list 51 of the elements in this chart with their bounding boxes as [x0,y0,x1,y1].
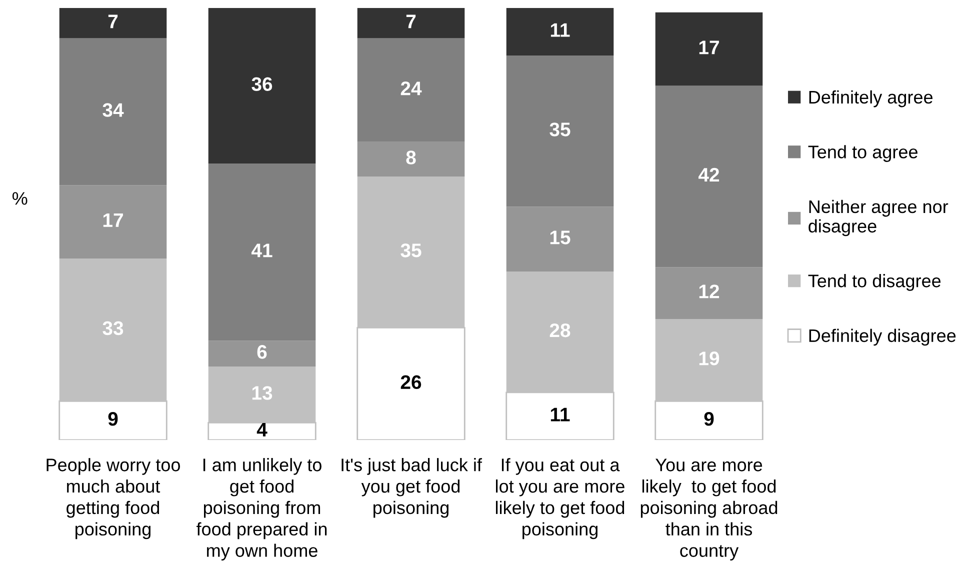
bar [208,340,316,367]
bar [506,8,614,56]
y-axis-title: % [12,192,28,205]
bar [357,38,465,142]
bar [655,86,763,268]
data-label: 42 [698,168,720,182]
x-tick-label: I am unlikely to get food poisoning from food prepared in my own home [196,458,327,561]
data-label: 17 [699,40,719,54]
bar [506,56,614,207]
data-label: 35 [400,244,422,258]
x-tick-label: It's just bad luck if you get food poisoning [342,458,482,518]
data-label: 36 [252,77,272,92]
data-label: 35 [550,122,570,136]
legend-label: Definitely disagree [809,328,956,346]
data-label: 9 [704,412,714,426]
data-label: 8 [406,150,416,164]
bar [59,8,167,38]
data-label: 9 [108,412,118,426]
data-label: 34 [102,103,124,117]
data-label: 7 [406,14,416,28]
x-tick-label: People worry too much about getting food poisoning [46,458,180,540]
bar [506,206,614,272]
data-label: 6 [257,345,267,359]
data-label: 19 [699,352,720,366]
bar [655,12,763,86]
legend-label: Neither agree nor disagree [808,200,948,236]
data-label: 11 [550,408,570,422]
data-label: 24 [400,82,422,96]
legend-label: Tend to disagree [808,274,941,291]
x-tick-label: You are more likely to get food poisoning abroad than in this country [640,458,778,561]
data-label: 26 [400,375,422,390]
bar [208,8,316,164]
bar [655,267,763,320]
bar [59,38,167,186]
bar [59,185,167,259]
data-label: 41 [251,244,272,258]
legend-label: Tend to agree [808,145,918,162]
data-label: 4 [256,423,268,436]
data-label: 33 [102,321,124,336]
data-label: 13 [252,386,272,400]
bar [357,142,465,176]
data-label: 15 [550,230,570,244]
data-label: 11 [550,23,570,37]
bar [208,164,316,341]
data-label: 7 [108,14,118,28]
data-label: 28 [550,323,570,338]
data-label: 12 [699,284,720,298]
legend-label: Definitely agree [809,90,933,108]
data-label: 17 [103,213,123,227]
bar [357,8,465,38]
x-tick-label: If you eat out a lot you are more likely to get food poisoning [496,458,624,540]
